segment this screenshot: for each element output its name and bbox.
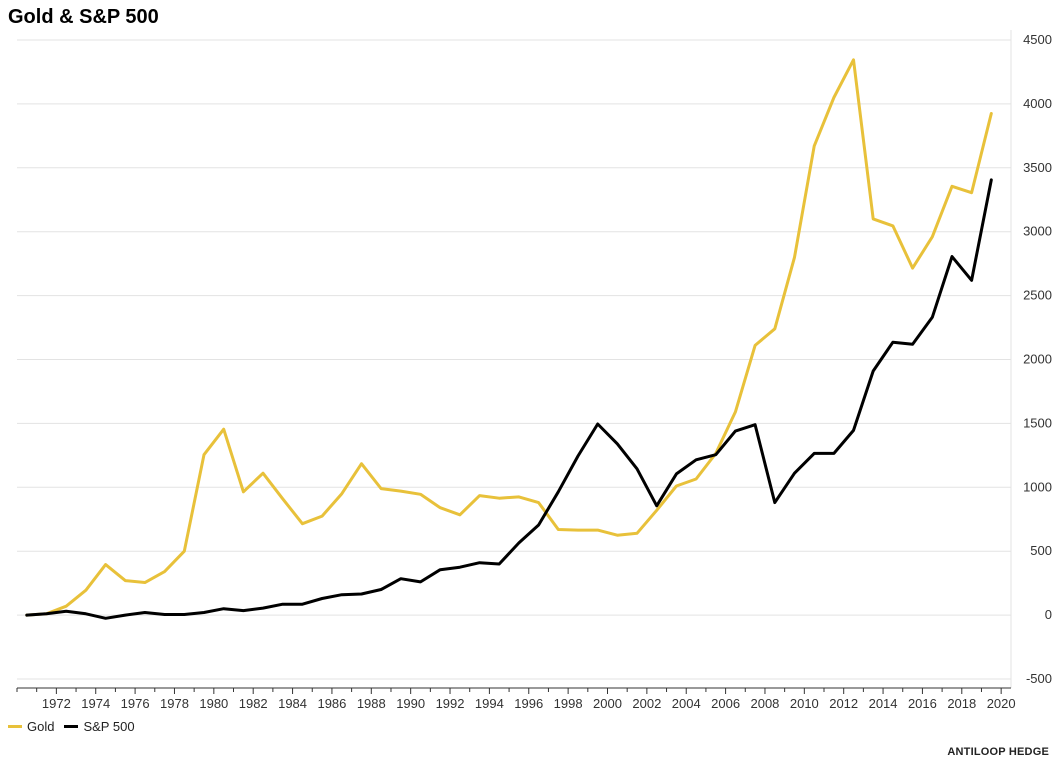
y-tick-label: 2500 [1023,288,1052,303]
x-axis: 1972 1974 1976 1978 1980 1982 1984 1986 1988 1990… [16,687,1016,711]
series-line-gold [25,58,993,617]
y-tick-label: 2000 [1023,352,1052,367]
x-tick-label: 2012 [829,696,858,711]
x-tick-label: 2004 [672,696,701,711]
x-tick-label: 2000 [593,696,622,711]
legend-label-gold: Gold [27,719,55,734]
y-tick-label: 1500 [1023,415,1052,430]
source-credit: ANTILOOP HEDGE [947,746,1049,758]
legend-swatch-sp500 [64,725,79,728]
x-tick-label: 2008 [750,696,779,711]
y-tick-label: 4500 [1023,32,1052,47]
y-axis: -500 0 500 1000 1500 2000 2500 3000 3500 4000 4500 [1023,32,1052,686]
x-tick-label: 1992 [436,696,465,711]
x-tick-label: 1986 [317,696,346,711]
series-lines [25,58,993,620]
x-tick-label: 2010 [790,696,819,711]
x-tick-label: 1976 [121,696,150,711]
legend: Gold S&P 500 [8,719,145,734]
x-tick-label: 1994 [475,696,504,711]
x-tick-label: 1984 [278,696,307,711]
x-tick-label: 2002 [632,696,661,711]
x-tick-label: 1998 [554,696,583,711]
y-tick-label: 3000 [1023,224,1052,239]
legend-item-gold[interactable]: Gold [8,719,54,734]
chart-title: Gold & S&P 500 [8,6,159,28]
y-tick-label: 0 [1045,607,1052,622]
x-tick-label: 2016 [908,696,937,711]
x-tick-label: 1980 [199,696,228,711]
x-tick-label: 2014 [869,696,898,711]
y-tick-label: 3500 [1023,160,1052,175]
x-tick-label: 1972 [42,696,71,711]
y-tick-label: 500 [1030,543,1052,558]
x-tick-label: 1996 [514,696,543,711]
gridlines [17,30,1012,688]
y-tick-label: 1000 [1023,479,1052,494]
series-line-sp500 [25,178,993,620]
x-tick-label: 1978 [160,696,189,711]
legend-label-sp500: S&P 500 [83,719,135,734]
x-tick-label: 1982 [239,696,268,711]
x-tick-label: 1974 [81,696,110,711]
y-tick-label: -500 [1026,671,1052,686]
legend-item-sp500[interactable]: S&P 500 [64,719,135,734]
y-tick-label: 4000 [1023,96,1052,111]
x-tick-label: 2020 [987,696,1016,711]
x-tick-label: 2018 [947,696,976,711]
x-tick-label: 1988 [357,696,386,711]
x-tick-label: 2006 [711,696,740,711]
x-tick-label: 1990 [396,696,425,711]
legend-swatch-gold [8,725,22,728]
